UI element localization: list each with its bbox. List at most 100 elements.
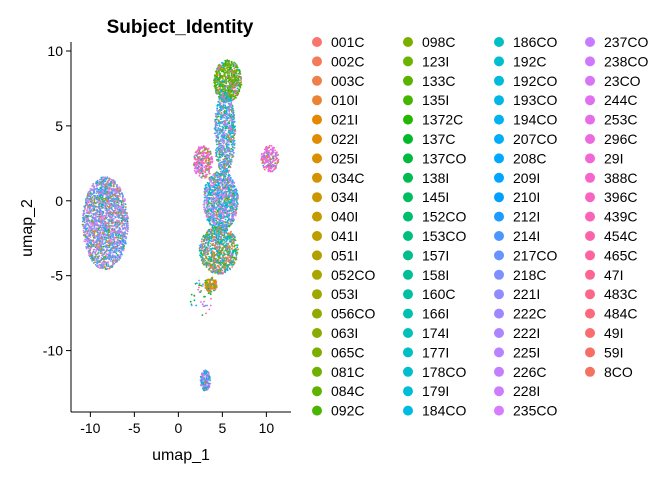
data-point: [114, 249, 117, 252]
data-point: [102, 181, 105, 183]
data-point: [230, 101, 233, 104]
data-point: [230, 127, 233, 130]
data-point: [113, 217, 116, 220]
data-point: [217, 91, 220, 93]
data-point: [106, 202, 108, 205]
data-point: [91, 200, 93, 203]
data-point: [108, 190, 111, 193]
data-point: [106, 253, 109, 256]
data-point: [196, 153, 199, 156]
data-point: [104, 241, 107, 244]
data-point: [118, 194, 121, 196]
data-point: [210, 155, 213, 158]
data-point: [110, 187, 112, 190]
data-point: [101, 184, 104, 187]
data-point: [228, 131, 231, 134]
data-point: [213, 210, 216, 213]
data-point: [119, 235, 122, 238]
data-point: [106, 227, 108, 229]
data-point: [99, 229, 102, 232]
data-point: [110, 181, 113, 183]
data-point: [88, 241, 91, 244]
data-point: [216, 76, 219, 78]
data-point: [226, 149, 229, 152]
data-point: [221, 161, 223, 163]
data-point: [102, 234, 105, 236]
data-point: [118, 202, 120, 205]
data-point: [260, 153, 263, 156]
data-point: [105, 262, 108, 265]
data-point: [239, 71, 241, 73]
data-point: [106, 233, 109, 236]
data-point: [261, 162, 264, 165]
data-point: [228, 143, 230, 146]
data-point: [194, 154, 197, 157]
data-point: [99, 200, 101, 203]
data-point: [218, 83, 221, 85]
data-point: [111, 228, 113, 231]
data-point: [100, 245, 103, 248]
data-point: [115, 220, 118, 223]
data-point: [220, 168, 222, 170]
data-point: [85, 230, 87, 232]
data-point: [237, 80, 240, 83]
data-point: [221, 85, 224, 88]
data-point: [95, 192, 98, 195]
data-point: [96, 265, 98, 267]
data-point: [262, 164, 265, 167]
data-point: [105, 246, 107, 249]
data-point: [216, 201, 219, 204]
data-point: [228, 83, 231, 85]
data-point: [96, 262, 99, 265]
data-point: [106, 210, 109, 213]
data-point: [223, 95, 225, 97]
data-point: [203, 162, 206, 165]
data-point: [226, 125, 229, 128]
data-point: [101, 262, 103, 265]
data-point: [122, 211, 125, 214]
data-point: [114, 236, 117, 239]
data-point: [123, 198, 126, 200]
data-point: [105, 237, 108, 239]
data-point: [105, 215, 108, 218]
data-point: [111, 224, 114, 227]
data-point: [82, 215, 85, 217]
data-point: [119, 237, 121, 240]
data-point: [222, 116, 225, 118]
data-point: [264, 151, 266, 154]
data-point: [271, 166, 274, 168]
data-point: [90, 243, 92, 246]
data-point: [104, 197, 107, 200]
data-point: [109, 267, 112, 269]
data-point: [216, 83, 219, 85]
data-point: [107, 215, 110, 217]
data-point: [110, 204, 113, 207]
data-point: [220, 105, 223, 107]
data-point: [92, 183, 95, 186]
data-point: [268, 156, 271, 159]
data-point: [89, 221, 91, 223]
data-point: [109, 260, 112, 262]
data-point: [263, 168, 266, 171]
data-point: [221, 69, 224, 71]
data-point: [219, 90, 222, 93]
data-point: [105, 214, 108, 216]
data-point: [118, 205, 121, 208]
data-point: [116, 260, 118, 263]
data-point: [121, 236, 124, 239]
data-point: [122, 234, 124, 237]
data-point: [230, 91, 233, 94]
data-point: [222, 67, 224, 70]
data-point: [227, 159, 230, 162]
data-point: [101, 196, 104, 199]
data-point: [274, 162, 277, 165]
data-point: [103, 263, 105, 265]
data-point: [265, 152, 268, 155]
data-point: [113, 207, 116, 209]
data-point: [113, 201, 115, 204]
data-point: [218, 104, 221, 106]
data-point: [117, 195, 120, 197]
data-point: [98, 229, 101, 232]
data-point: [96, 195, 99, 197]
data-point: [224, 79, 227, 82]
